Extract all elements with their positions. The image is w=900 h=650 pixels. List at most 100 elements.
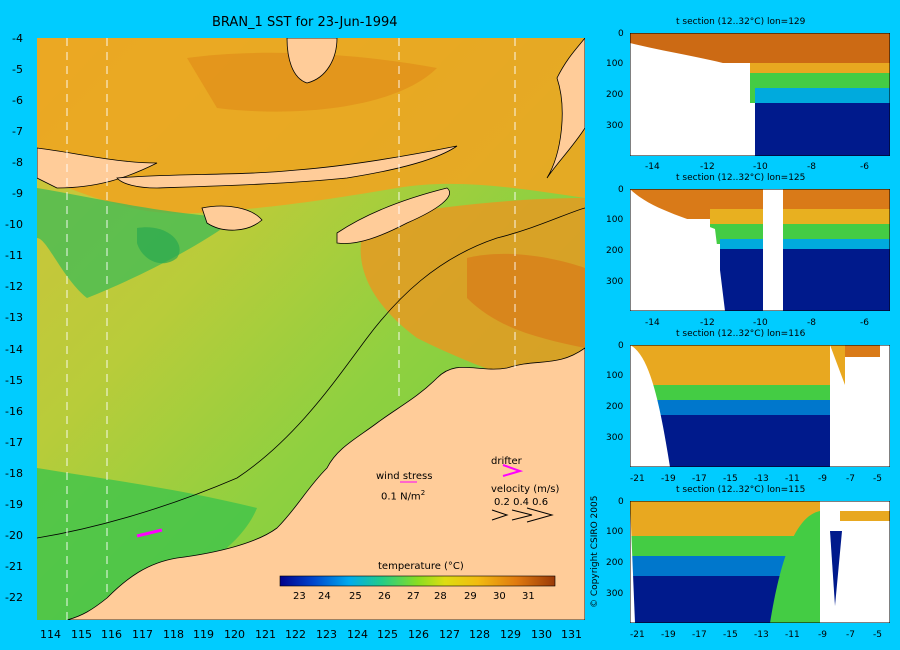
section-title-129: t section (12..32°C) lon=129: [676, 17, 806, 27]
lat-tick: -19: [5, 498, 23, 511]
section-115-y-tick: 0: [618, 497, 624, 507]
section-115-x-tick: -7: [846, 630, 855, 640]
section-116-x-tick: -11: [785, 474, 800, 484]
lon-tick: 120: [224, 628, 245, 641]
section-129-y-tick: 300: [606, 121, 624, 131]
lon-tick: 117: [132, 628, 153, 641]
section-115-x-tick: -15: [723, 630, 738, 640]
copyright-text: © Copyright CSIRO 2005: [590, 495, 600, 608]
section-115-x-tick: -11: [785, 630, 800, 640]
section-115-y-tick: 100: [606, 527, 624, 537]
section-115-x-tick: -5: [873, 630, 882, 640]
section-title-115: t section (12..32°C) lon=115: [676, 485, 806, 495]
lat-tick: -16: [5, 405, 23, 418]
section-116-x-tick: -19: [661, 474, 676, 484]
velocity-scale: 0.2 0.4 0.6: [494, 497, 549, 508]
lat-tick: -5: [12, 63, 23, 76]
land-lesser-sunda: [116, 145, 458, 189]
shelf-contour: [37, 207, 585, 539]
velocity-sample: [491, 507, 554, 523]
section-125-x-tick: -8: [807, 318, 816, 328]
lon-tick: 126: [408, 628, 429, 641]
section-125-y-tick: 0: [618, 185, 624, 195]
section-plot-115: [630, 501, 890, 623]
section-129-x-tick: -10: [753, 162, 768, 172]
lon-tick: 124: [347, 628, 368, 641]
lon-tick: 125: [377, 628, 398, 641]
colorbar-tick: 28: [434, 591, 447, 602]
section-116-x-tick: -9: [818, 474, 827, 484]
wind-stress-sup: 2: [420, 489, 426, 497]
section-116-y-tick: 200: [606, 402, 624, 412]
section-115-y-tick: 300: [606, 589, 624, 599]
lon-tick: 131: [561, 628, 582, 641]
section-129-y-tick: 0: [618, 29, 624, 39]
section-116-y-tick: 300: [606, 433, 624, 443]
section-title-116: t section (12..32°C) lon=116: [676, 329, 806, 339]
section-title-125: t section (12..32°C) lon=125: [676, 173, 806, 183]
lon-tick: 118: [163, 628, 184, 641]
lat-tick: -9: [12, 187, 23, 200]
section-116-x-tick: -17: [692, 474, 707, 484]
map-title: BRAN_1 SST for 23-Jun-1994: [212, 15, 398, 30]
section-125-x-tick: -14: [645, 318, 660, 328]
colorbar-tick: 24: [318, 591, 331, 602]
colorbar-tick: 29: [464, 591, 477, 602]
lat-tick: -8: [12, 156, 23, 169]
section-129-x-tick: -12: [700, 162, 715, 172]
section-129-x-tick: -8: [807, 162, 816, 172]
section-125-y-tick: 200: [606, 246, 624, 256]
section-lines: [66, 38, 516, 620]
colorbar: [279, 575, 556, 587]
colorbar-tick: 31: [522, 591, 535, 602]
lon-tick: 128: [469, 628, 490, 641]
lat-tick: -7: [12, 125, 23, 138]
lat-tick: -12: [5, 280, 23, 293]
lon-tick: 119: [193, 628, 214, 641]
section-129-x-tick: -6: [860, 162, 869, 172]
lat-tick: -18: [5, 467, 23, 480]
lon-tick: 116: [101, 628, 122, 641]
land-australia: [66, 347, 585, 620]
colorbar-tick: 30: [493, 591, 506, 602]
section-116-y-tick: 0: [618, 341, 624, 351]
lon-tick: 114: [40, 628, 61, 641]
warm-core: [467, 253, 585, 348]
section-116-x-tick: -5: [873, 474, 882, 484]
section-115-x-tick: -13: [754, 630, 769, 640]
velocity-label: velocity (m/s): [491, 484, 560, 495]
section-plot-125: [630, 189, 890, 311]
lat-tick: -22: [5, 591, 23, 604]
lon-tick: 129: [500, 628, 521, 641]
lat-tick: -15: [5, 374, 23, 387]
section-125-y-tick: 100: [606, 215, 624, 225]
section-116-y-tick: 100: [606, 371, 624, 381]
drifter-arrow: [136, 528, 163, 538]
section-129-y-tick: 200: [606, 90, 624, 100]
lon-tick: 130: [531, 628, 552, 641]
colorbar-tick: 27: [407, 591, 420, 602]
drifter-label: drifter: [491, 456, 522, 467]
lon-tick: 121: [255, 628, 276, 641]
section-125-x-tick: -12: [700, 318, 715, 328]
land-timor: [336, 187, 450, 244]
cool-sw: [37, 468, 257, 620]
land-sulawesi: [286, 38, 338, 84]
section-116-x-tick: -7: [846, 474, 855, 484]
lon-tick: 122: [285, 628, 306, 641]
warm-north: [37, 38, 585, 214]
lat-tick: -13: [5, 311, 23, 324]
land-sumba: [201, 205, 263, 231]
sst-map: [37, 38, 585, 620]
lat-tick: -21: [5, 560, 23, 573]
section-125-x-tick: -10: [753, 318, 768, 328]
section-115-x-tick: -19: [661, 630, 676, 640]
section-116-x-tick: -21: [630, 474, 645, 484]
lat-tick: -14: [5, 343, 23, 356]
section-125-y-tick: 300: [606, 277, 624, 287]
section-129-y-tick: 100: [606, 59, 624, 69]
section-129-x-tick: -14: [645, 162, 660, 172]
cool-eddy: [137, 227, 180, 264]
wind-stress-label: wind stress: [376, 471, 433, 482]
warm-north-core: [187, 52, 437, 112]
